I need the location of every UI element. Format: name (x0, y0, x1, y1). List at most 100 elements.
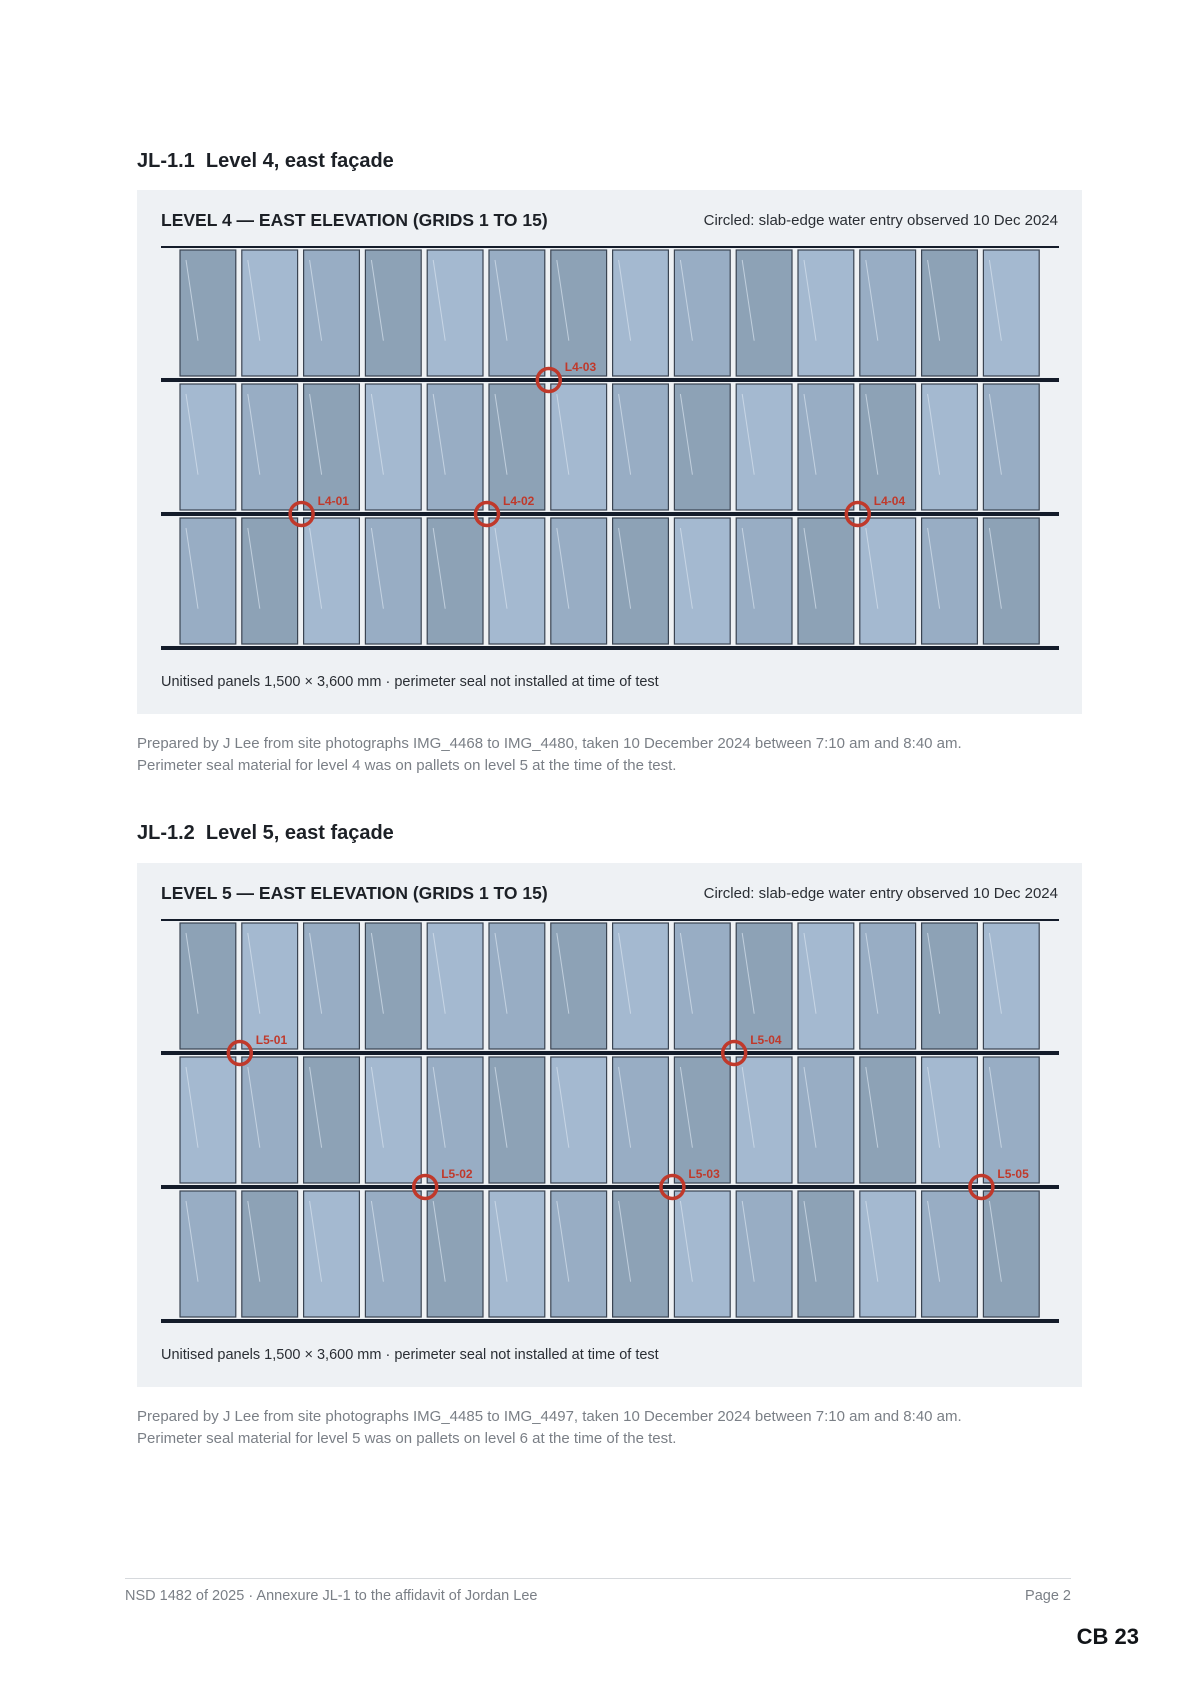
glazing-panel (364, 922, 422, 1050)
elevation-caption: Unitised panels 1,500 × 3,600 mm · perim… (161, 674, 659, 690)
prepared-note: Prepared by J Lee from site photographs … (137, 733, 1097, 777)
glass-reflection (618, 1200, 632, 1282)
glass-reflection (927, 393, 941, 475)
glazing-panel (488, 383, 546, 511)
glazing-panel (982, 249, 1040, 377)
glass-reflection (247, 932, 261, 1014)
glass-reflection (494, 393, 508, 475)
leak-marker-label: L5-01 (256, 1033, 288, 1047)
prepared-line: Perimeter seal material for level 4 was … (137, 757, 677, 774)
glass-reflection (370, 259, 384, 341)
glass-reflection (803, 932, 817, 1014)
glass-reflection (556, 932, 570, 1014)
glass-reflection (432, 259, 446, 341)
glass-reflection (988, 393, 1002, 475)
glass-reflection (618, 932, 632, 1014)
leak-marker-circle (473, 500, 501, 528)
glazing-panel (859, 1056, 917, 1184)
glazing-panel (859, 922, 917, 1050)
glazing-panel (735, 1056, 793, 1184)
glazing-panel (364, 1190, 422, 1318)
glazing-panel (982, 517, 1040, 645)
glazing-panel (426, 1056, 484, 1184)
glass-reflection (494, 259, 508, 341)
glass-reflection (556, 527, 570, 609)
leak-marker-label: L5-03 (688, 1167, 720, 1181)
elevation-title: LEVEL 4 — EAST ELEVATION (GRIDS 1 TO 15) (161, 210, 548, 230)
glass-reflection (556, 1066, 570, 1148)
glass-reflection (865, 259, 879, 341)
glass-reflection (741, 1066, 755, 1148)
glazing-panel (241, 517, 299, 645)
glass-reflection (618, 259, 632, 341)
glass-reflection (741, 259, 755, 341)
glazing-panel (179, 249, 237, 377)
glass-reflection (494, 1200, 508, 1282)
glass-reflection (927, 1200, 941, 1282)
glass-reflection (741, 1200, 755, 1282)
glazing-panel (797, 1056, 855, 1184)
elevation-note: Circled: slab-edge water entry observed … (703, 212, 1058, 229)
figure-heading: JL-1.2 Level 5, east façade (137, 822, 394, 844)
glass-reflection (309, 393, 323, 475)
glazing-panel (735, 1190, 793, 1318)
glazing-panel (735, 383, 793, 511)
glass-reflection (679, 932, 693, 1014)
glazing-panel (179, 1190, 237, 1318)
glass-reflection (247, 527, 261, 609)
prepared-line: Perimeter seal material for level 5 was … (137, 1430, 677, 1447)
elevation-drawing: L5-01 L5-04 L5-02 L5-03 L5-05 (161, 919, 1059, 1323)
leak-marker-circle (659, 1173, 686, 1201)
glass-reflection (927, 259, 941, 341)
glazing-panel (179, 1056, 237, 1184)
glazing-panel (735, 922, 793, 1050)
figure-heading: JL-1.1 Level 4, east façade (137, 150, 394, 172)
glazing-panel (426, 1190, 484, 1318)
elevation-drawing: L4-03 L4-01 L4-02 L4-04 (161, 246, 1059, 650)
glazing-panel (241, 1056, 299, 1184)
glass-reflection (741, 932, 755, 1014)
glass-reflection (309, 1066, 323, 1148)
glass-reflection (432, 1200, 446, 1282)
leak-marker-circle (411, 1173, 439, 1201)
glazing-panel (303, 922, 361, 1050)
glass-reflection (865, 527, 879, 609)
glass-reflection (679, 1200, 693, 1282)
prepared-line: Prepared by J Lee from site photographs … (137, 1408, 962, 1425)
elevation-panel: LEVEL 5 — EAST ELEVATION (GRIDS 1 TO 15)… (137, 863, 1082, 1387)
glass-reflection (309, 932, 323, 1014)
leak-marker-label: L5-02 (441, 1167, 473, 1181)
leak-marker-label: L4-01 (318, 494, 350, 508)
glazing-panel (859, 517, 917, 645)
glass-reflection (988, 1066, 1002, 1148)
leak-marker-circle (844, 500, 872, 528)
glass-reflection (927, 1066, 941, 1148)
glazing-panel (982, 1056, 1040, 1184)
glass-reflection (803, 1200, 817, 1282)
glass-reflection (370, 932, 384, 1014)
glass-reflection (741, 393, 755, 475)
glazing-panel (364, 249, 422, 377)
glazing-panel (488, 249, 546, 377)
elevation-title: LEVEL 5 — EAST ELEVATION (GRIDS 1 TO 15) (161, 883, 548, 903)
glass-reflection (803, 1066, 817, 1148)
leak-marker-label: L5-04 (750, 1033, 782, 1047)
glazing-panel (612, 517, 670, 645)
elevation-note: Circled: slab-edge water entry observed … (703, 885, 1058, 902)
glazing-panel (612, 922, 670, 1050)
glazing-panel (364, 383, 422, 511)
glazing-panel (550, 383, 608, 511)
glass-reflection (185, 393, 199, 475)
glass-reflection (309, 1200, 323, 1282)
glazing-panel (673, 517, 731, 645)
glass-reflection (494, 527, 508, 609)
glazing-panel (550, 249, 608, 377)
elevation-caption: Unitised panels 1,500 × 3,600 mm · perim… (161, 1347, 659, 1363)
glass-reflection (679, 259, 693, 341)
glazing-panel (982, 1190, 1040, 1318)
prepared-line: Prepared by J Lee from site photographs … (137, 735, 962, 752)
glazing-panel (179, 517, 237, 645)
glass-reflection (370, 1200, 384, 1282)
footer-divider (125, 1578, 1071, 1579)
glazing-panel (920, 249, 978, 377)
